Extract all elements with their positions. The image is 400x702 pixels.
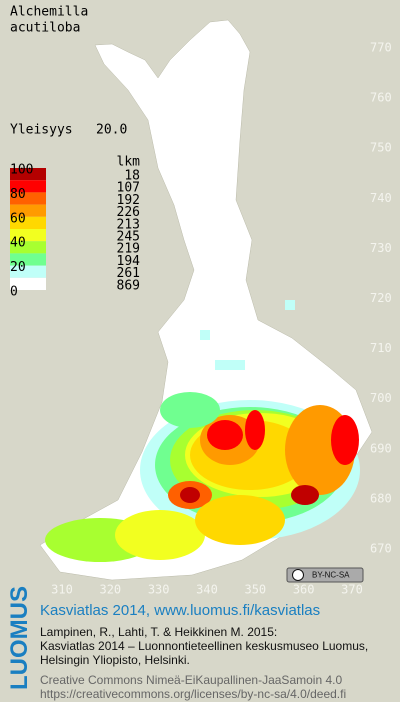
legend-swatch [10,241,46,254]
legend-count: 261 [117,266,140,281]
y-tick-label: 770 [370,41,392,55]
license-badge-box [286,567,364,583]
legend-count: 226 [117,205,140,220]
species-name: Alchemilla [10,5,88,20]
legend-count: 194 [117,254,141,269]
citation-line: Kasviatlas 2014 – Luonnontieteellinen ke… [40,639,369,653]
legend-count: 213 [117,217,140,232]
y-tick-label: 730 [370,241,392,255]
distribution-blobs [45,300,360,562]
legend-count: 18 [124,169,140,184]
y-tick-label: 680 [370,491,392,505]
legend-class-label: 20 [10,260,26,275]
y-tick-label: 690 [370,441,392,455]
x-tick-label: 320 [99,583,121,597]
legend-swatch [10,168,46,181]
y-tick-label: 740 [370,191,392,205]
x-tick-label: 310 [51,583,73,597]
citation-line: Helsingin Yliopisto, Helsinki. [40,653,190,667]
legend-count: 245 [117,230,140,245]
legend-swatch [10,216,46,229]
legend-swatch [10,265,46,278]
legend-count: 869 [117,278,140,293]
license-badge: BY-NC-SA [312,571,350,580]
legend-swatch [10,192,46,205]
brand: LUOMUS [6,586,33,690]
x-tick-label: 350 [244,583,266,597]
legend-class-label: 0 [10,285,18,300]
x-tick-label: 360 [293,583,315,597]
y-tick-label: 710 [370,341,392,355]
y-tick-label: 700 [370,391,392,405]
footer-heading: Kasviatlas 2014, www.luomus.fi/kasviatla… [40,602,321,619]
legend-count: 219 [117,242,140,257]
x-tick-label: 370 [341,583,363,597]
cc-icon [292,569,304,581]
frequency-value: 20.0 [96,123,127,138]
license-line: https://creativecommons.org/licenses/by-… [40,687,347,701]
legend-class-label: 60 [10,211,26,226]
citation-line: Lampinen, R., Lahti, T. & Heikkinen M. 2… [40,625,278,639]
legend-class-label: 100 [10,163,33,178]
y-tick-label: 750 [370,141,392,155]
legend-swatch [10,253,46,266]
legend-class-label: 40 [10,236,26,251]
legend-swatch [10,277,46,290]
legend-count: 192 [117,193,140,208]
y-tick-label: 670 [370,542,392,556]
legend-swatch [10,204,46,217]
species-epithet: acutiloba [10,21,80,36]
y-tick-label: 760 [370,91,392,105]
x-tick-label: 330 [148,583,170,597]
legend-count: 107 [117,181,140,196]
y-tick-label: 720 [370,291,392,305]
frequency-label: Yleisyys [10,123,73,138]
legend-class-label: 80 [10,187,26,202]
x-tick-label: 340 [196,583,218,597]
map: Alchemilla acutiloba Yleisyys 20.0 lkm B… [10,5,392,597]
legend-swatch [10,229,46,242]
legend-header: lkm [117,155,141,170]
license-line: Creative Commons Nimeä-EiKaupallinen-Jaa… [40,673,343,687]
legend-swatch [10,180,46,193]
